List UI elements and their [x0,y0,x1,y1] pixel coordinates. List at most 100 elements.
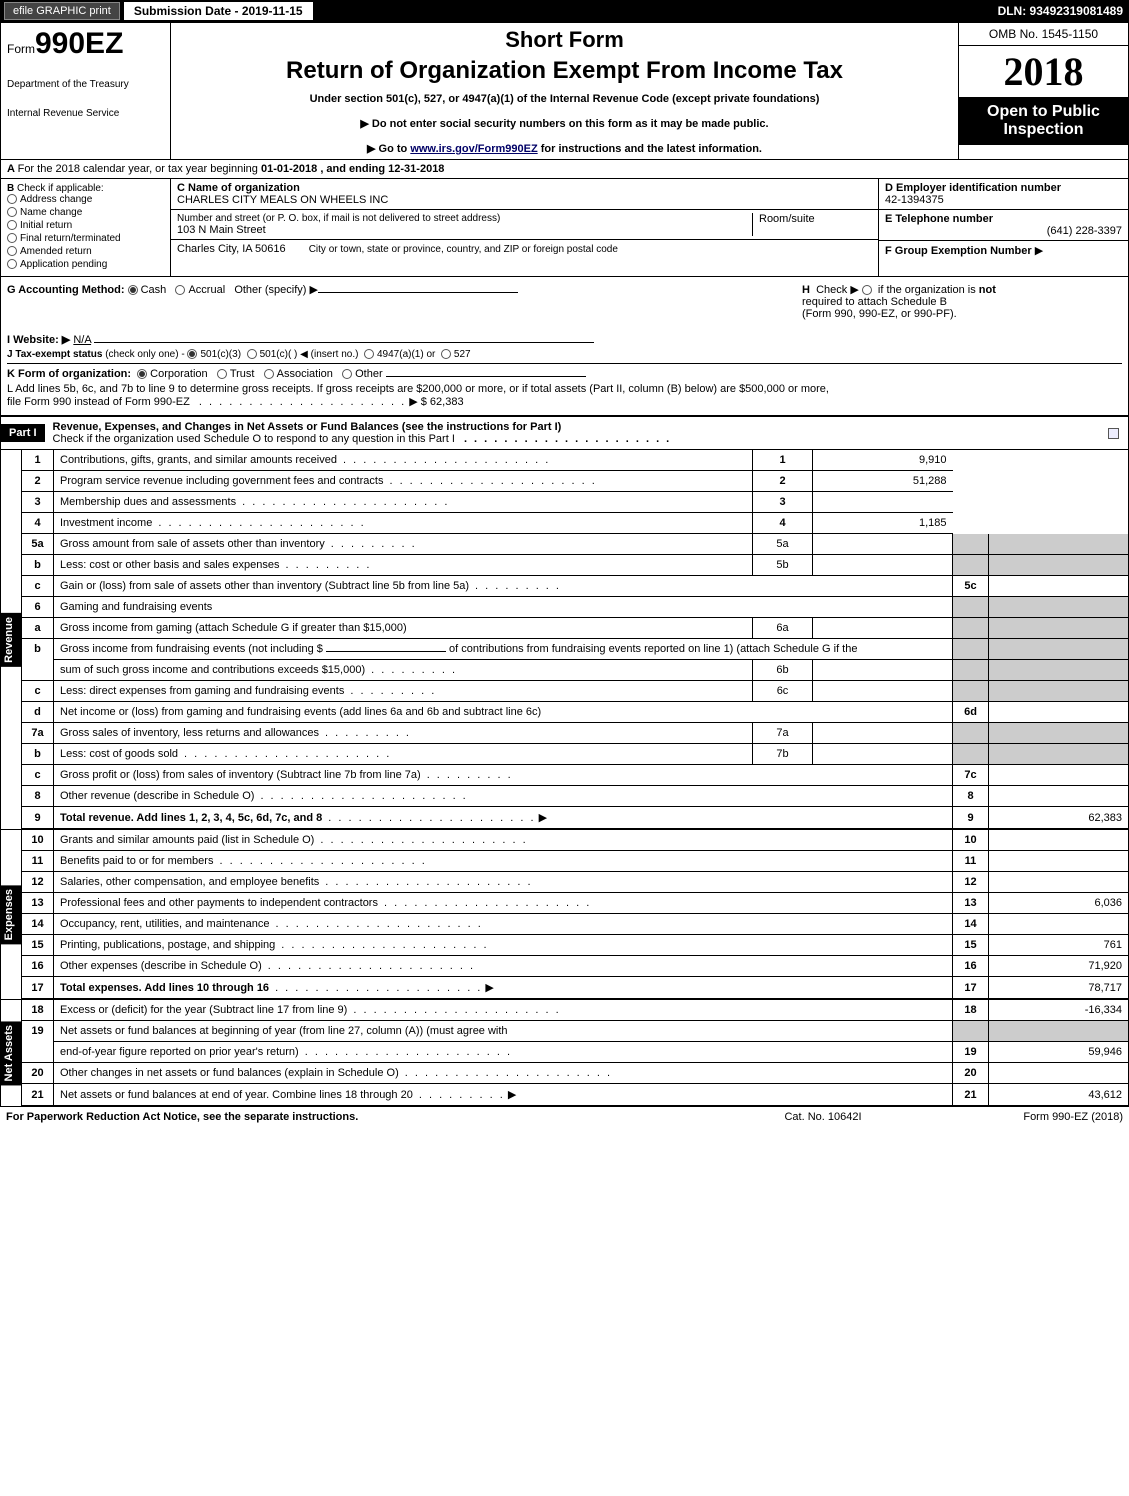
h-text1: if the organization is [878,284,979,296]
gh-row: G Accounting Method: Cash Accrual Other … [0,277,1129,326]
l6b-shade1 [953,639,989,660]
f-arrow: ▶ [1035,245,1043,257]
tax-year-begin: 01-01-2018 [261,163,317,175]
k-trust: Trust [230,368,255,380]
k-assoc-radio[interactable] [264,369,274,379]
goto-link[interactable]: www.irs.gov/Form990EZ [410,143,537,155]
j-527-radio[interactable] [441,349,451,359]
l6c-shade1 [953,681,989,702]
section-j: J Tax-exempt status (check only one) - 5… [7,349,1122,360]
section-a-pre: For the 2018 calendar year, or tax year … [18,163,261,175]
k-label: K Form of organization: [7,368,131,380]
chk-address-change[interactable]: Address change [7,194,164,205]
line-16: 16 Other expenses (describe in Schedule O… [22,956,1129,977]
l6d-ln: 6d [953,702,989,723]
l5c-amt [989,576,1129,597]
l16-no: 16 [22,956,54,977]
l5b-text: Less: cost or other basis and sales expe… [60,559,280,571]
l7b-mid: 7b [753,744,813,765]
l16-text: Other expenses (describe in Schedule O) [60,960,262,972]
part1-row: Part I Revenue, Expenses, and Changes in… [0,416,1129,450]
l2-no: 2 [22,471,54,492]
j-4947-radio[interactable] [364,349,374,359]
l4-text: Investment income [60,517,152,529]
open-to-public: Open to Public Inspection [959,97,1128,145]
section-i: I Website: ▶ N/A [7,333,1122,346]
g-accrual-radio[interactable] [175,285,185,295]
l7a-shade2 [989,723,1129,744]
k-trust-radio[interactable] [217,369,227,379]
line-5b: bLess: cost or other basis and sales exp… [22,555,1129,576]
chk-name-change-label: Name change [20,207,82,218]
l5b-midamt [813,555,953,576]
l4-ln: 4 [753,513,813,534]
efile-print-button[interactable]: efile GRAPHIC print [4,2,120,20]
return-title: Return of Organization Exempt From Incom… [181,57,948,85]
chk-amended-return[interactable]: Amended return [7,246,164,257]
l10-ln: 10 [953,830,989,851]
l19-amt: 59,946 [989,1042,1129,1063]
line-7b: bLess: cost of goods sold7b [22,744,1129,765]
chk-application-pending[interactable]: Application pending [7,259,164,270]
line-15: 15Printing, publications, postage, and s… [22,935,1129,956]
g-cash-radio[interactable] [128,285,138,295]
chk-initial-return[interactable]: Initial return [7,220,164,231]
j-501c3-radio[interactable] [187,349,197,359]
h-checkbox[interactable] [862,285,872,295]
k-assoc: Association [277,368,333,380]
g-other-blank[interactable] [318,292,518,293]
l9-ln: 9 [953,807,989,829]
l5a-text: Gross amount from sale of assets other t… [60,538,325,550]
goto-prefix: ▶ Go to [367,143,410,155]
part1-check-note: Check if the organization used Schedule … [53,433,455,445]
l4-no: 4 [22,513,54,534]
chk-name-change[interactable]: Name change [7,207,164,218]
i-label: I Website: ▶ [7,334,70,346]
l2-text: Program service revenue including govern… [60,475,383,487]
l5b-shade2 [989,555,1129,576]
l18-amt: -16,334 [989,1000,1129,1021]
l7b-midamt [813,744,953,765]
l6b-midamt [813,660,953,681]
line-1: 1Contributions, gifts, grants, and simil… [22,450,1129,471]
k-corp-radio[interactable] [137,369,147,379]
l7c-no: c [22,765,54,786]
g-other: Other (specify) ▶ [234,284,318,296]
chk-final-return[interactable]: Final return/terminated [7,233,164,244]
part1-header: Part I [1,424,45,442]
expenses-side-label: Expenses [1,885,21,944]
part1-checkbox-cell [1098,427,1128,439]
part1-checkbox[interactable] [1108,428,1119,439]
form-header: Form990EZ Department of the Treasury Int… [0,22,1129,160]
l14-amt [989,914,1129,935]
l5a-no: 5a [22,534,54,555]
l2-amt: 51,288 [813,471,953,492]
line-6b2: sum of such gross income and contributio… [22,660,1129,681]
l17-ln: 17 [953,977,989,999]
k-other: Other [355,368,383,380]
l8-ln: 8 [953,786,989,807]
l19-shade1 [953,1021,989,1042]
l12-amt [989,872,1129,893]
revenue-section: Revenue 1Contributions, gifts, grants, a… [0,450,1129,830]
section-k: K Form of organization: Corporation Trus… [7,363,1122,380]
l5a-shade1 [953,534,989,555]
l-text1: L Add lines 5b, 6c, and 7b to line 9 to … [7,383,1122,395]
l15-text: Printing, publications, postage, and shi… [60,939,275,951]
l6a-shade2 [989,618,1129,639]
l7c-amt [989,765,1129,786]
k-other-blank[interactable] [386,376,586,377]
l9-amt: 62,383 [989,807,1129,829]
l21-no: 21 [22,1084,54,1106]
l7c-text: Gross profit or (loss) from sales of inv… [60,769,421,781]
l6b-shade4 [989,660,1129,681]
j-501c-radio[interactable] [247,349,257,359]
k-other-radio[interactable] [342,369,352,379]
c-addr-label: Number and street (or P. O. box, if mail… [177,213,752,224]
l17-no: 17 [22,977,54,999]
l6b-text1: Gross income from fundraising events (no… [60,643,326,655]
l19-no: 19 [22,1021,54,1063]
part1-title: Revenue, Expenses, and Changes in Net As… [53,421,562,433]
form-number: Form990EZ [7,27,164,61]
l5b-mid: 5b [753,555,813,576]
